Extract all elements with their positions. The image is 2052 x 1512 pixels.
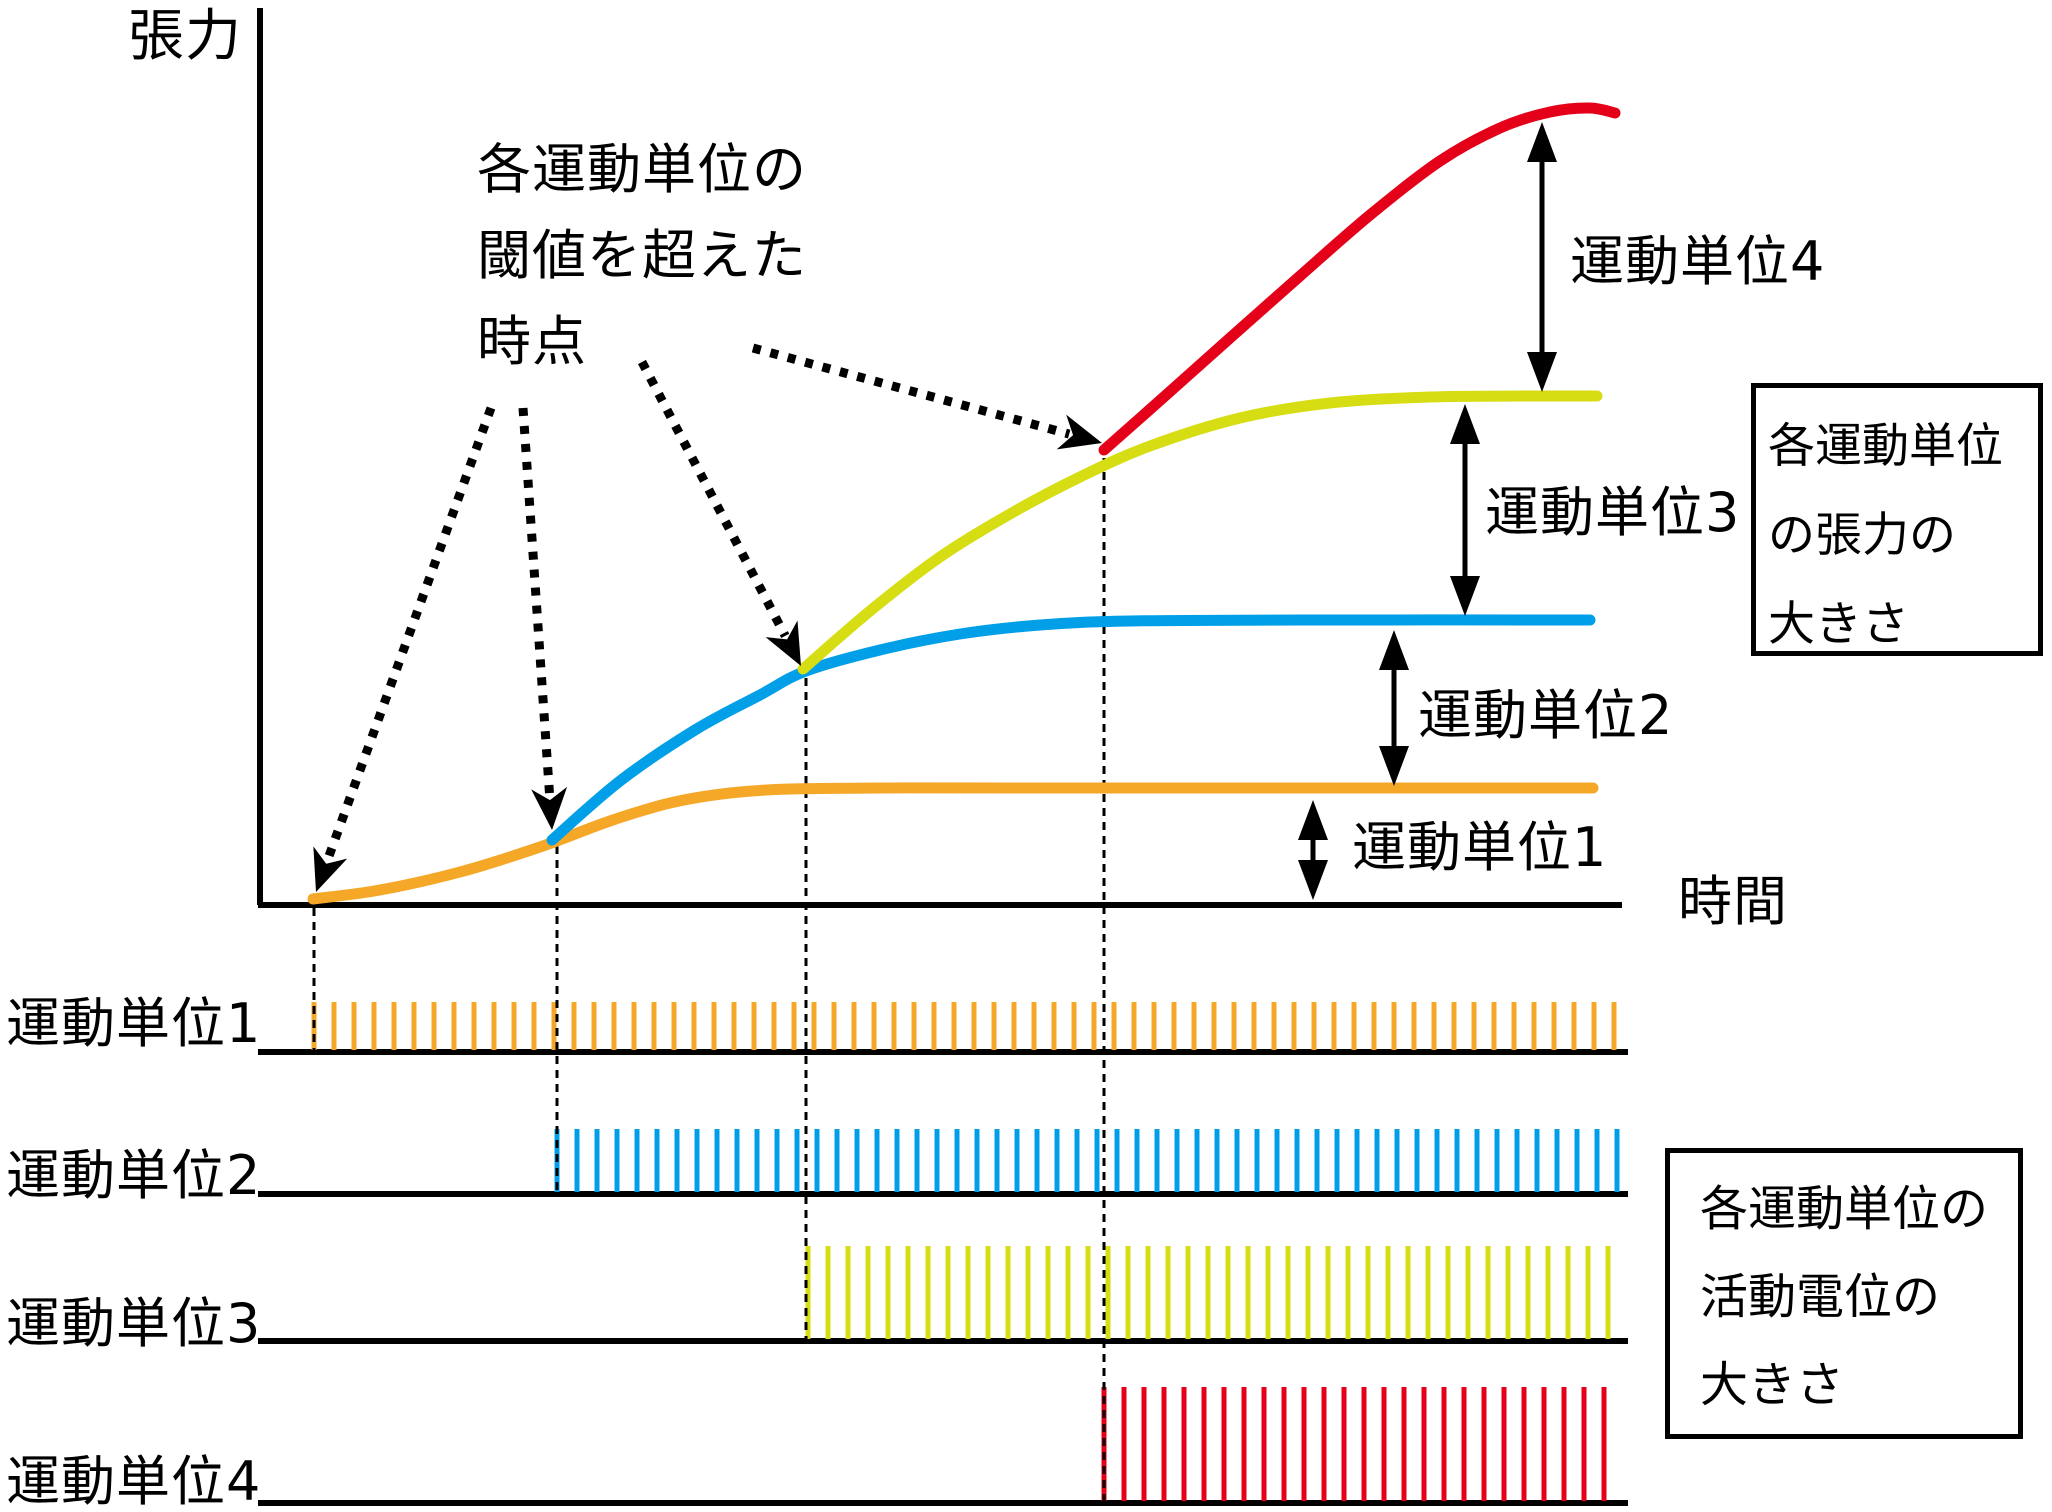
motor-unit-1-gap-arrow <box>1298 800 1328 900</box>
threshold-note-line-1: 各運動単位の <box>477 138 807 201</box>
motor-unit-4-tension-curve <box>1098 102 1621 456</box>
arrowhead-up <box>1527 122 1557 162</box>
spike-trains <box>311 1002 1620 1501</box>
threshold-note-line-2: 閾値を超えた <box>477 224 807 287</box>
action-potential-magnitude-box: 各運動単位の 活動電位の 大きさ <box>1665 1148 2023 1439</box>
dotted-shaft <box>323 406 496 862</box>
tension-curves <box>307 102 1621 905</box>
arrowhead-up <box>1450 404 1480 444</box>
dotted-arrowhead <box>1056 414 1102 450</box>
arrowhead-up <box>1298 800 1328 840</box>
gap-label-motor-unit-3: 運動単位3 <box>1485 481 1741 544</box>
dotted-arrowhead <box>765 620 801 666</box>
threshold-arrow-3 <box>638 359 801 666</box>
recruitment-time-dashed-lines <box>312 458 1106 1503</box>
gap-label-motor-unit-4: 運動単位4 <box>1570 230 1826 293</box>
motor-unit-2-tension-curve <box>546 614 1596 846</box>
dotted-arrowhead <box>531 786 568 830</box>
gap-label-motor-unit-1: 運動単位1 <box>1352 816 1608 879</box>
arrowhead-down <box>1298 860 1328 900</box>
spike-train-baselines <box>258 1049 1628 1506</box>
threshold-dotted-arrows <box>313 343 1102 892</box>
motor-unit-2-gap-arrow <box>1379 630 1409 786</box>
threshold-arrow-1 <box>313 406 496 892</box>
spike-row-label-motor-unit-3: 運動単位3 <box>6 1292 262 1355</box>
tension-box-line-2: の張力の <box>1768 508 1956 563</box>
arrowhead-down <box>1379 746 1409 786</box>
arrowhead-down <box>1450 576 1480 616</box>
gap-label-motor-unit-2: 運動単位2 <box>1418 684 1674 747</box>
potential-box-line-1: 各運動単位の <box>1700 1181 1989 1237</box>
spike-row-label-motor-unit-4: 運動単位4 <box>6 1450 262 1512</box>
arrowhead-up <box>1379 630 1409 670</box>
tension-magnitude-box: 各運動単位 の張力の 大きさ <box>1751 383 2043 656</box>
motor-unit-1-spike-train <box>311 1002 1617 1050</box>
motor-unit-3-gap-arrow <box>1450 404 1480 616</box>
potential-box-line-2: 活動電位の <box>1700 1269 1941 1325</box>
tension-gap-arrows <box>1298 122 1557 900</box>
threshold-arrow-2 <box>518 407 568 830</box>
x-axis-label: 時間 <box>1678 870 1788 933</box>
threshold-note-line-3: 時点 <box>477 310 587 373</box>
tension-box-line-1: 各運動単位 <box>1768 419 2003 474</box>
spike-row-label-motor-unit-2: 運動単位2 <box>6 1144 262 1207</box>
dotted-arrowhead <box>313 846 348 892</box>
y-axis-label: 張力 <box>128 4 242 69</box>
motor-unit-4-spike-train <box>1101 1387 1607 1501</box>
dotted-shaft <box>638 359 790 638</box>
motor-unit-3-tension-curve <box>797 390 1603 675</box>
spike-row-label-motor-unit-1: 運動単位1 <box>6 992 262 1055</box>
motor-unit-1-tension-curve <box>307 782 1599 905</box>
tension-chart-axes <box>257 8 1622 908</box>
potential-box-line-3: 大きさ <box>1700 1357 1845 1413</box>
tension-box-line-3: 大きさ <box>1768 597 1909 652</box>
arrowhead-down <box>1527 352 1557 392</box>
dotted-shaft <box>751 343 1071 439</box>
dotted-shaft <box>518 407 555 797</box>
motor-unit-3-spike-train <box>805 1246 1611 1339</box>
motor-unit-2-spike-train <box>554 1129 1620 1192</box>
threshold-arrow-4 <box>751 343 1102 450</box>
motor-unit-4-gap-arrow <box>1527 122 1557 392</box>
